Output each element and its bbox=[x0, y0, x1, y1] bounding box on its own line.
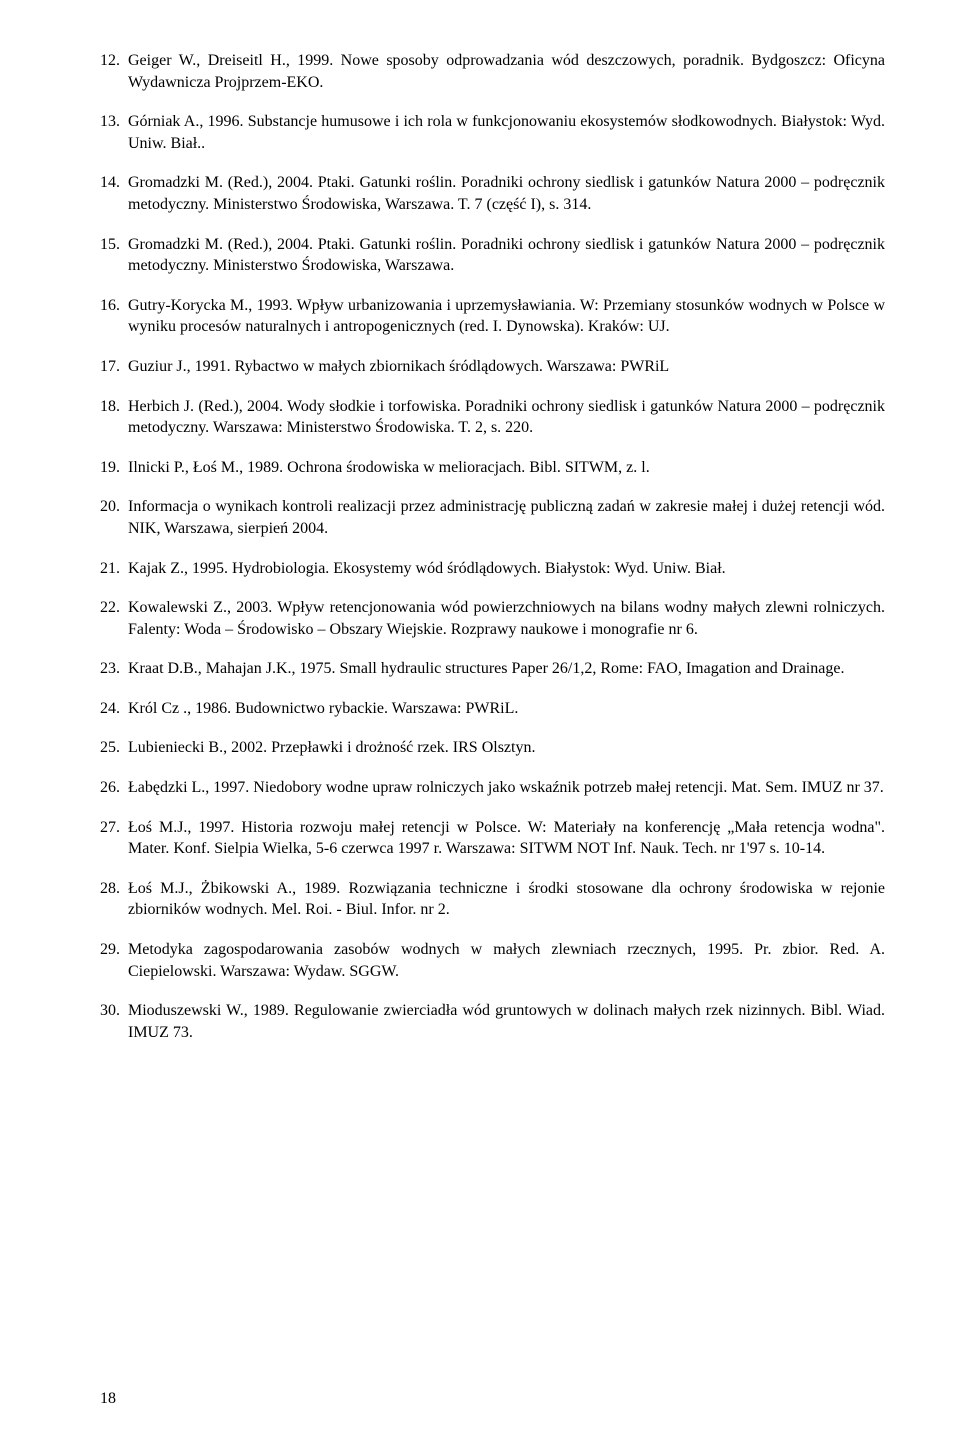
reference-item: Informacja o wynikach kontroli realizacj… bbox=[100, 496, 885, 539]
reference-item: Kraat D.B., Mahajan J.K., 1975. Small hy… bbox=[100, 658, 885, 680]
reference-item: Kowalewski Z., 2003. Wpływ retencjonowan… bbox=[100, 597, 885, 640]
reference-item: Gutry-Korycka M., 1993. Wpływ urbanizowa… bbox=[100, 295, 885, 338]
reference-list: Geiger W., Dreiseitl H., 1999. Nowe spos… bbox=[100, 50, 885, 1043]
reference-item: Król Cz ., 1986. Budownictwo rybackie. W… bbox=[100, 698, 885, 720]
reference-item: Mioduszewski W., 1989. Regulowanie zwier… bbox=[100, 1000, 885, 1043]
reference-item: Łoś M.J., 1997. Historia rozwoju małej r… bbox=[100, 817, 885, 860]
reference-item: Lubieniecki B., 2002. Przepławki i drożn… bbox=[100, 737, 885, 759]
reference-item: Łoś M.J., Żbikowski A., 1989. Rozwiązani… bbox=[100, 878, 885, 921]
page-number: 18 bbox=[100, 1388, 116, 1410]
reference-item: Górniak A., 1996. Substancje humusowe i … bbox=[100, 111, 885, 154]
reference-item: Herbich J. (Red.), 2004. Wody słodkie i … bbox=[100, 396, 885, 439]
reference-item: Guziur J., 1991. Rybactwo w małych zbior… bbox=[100, 356, 885, 378]
reference-item: Geiger W., Dreiseitl H., 1999. Nowe spos… bbox=[100, 50, 885, 93]
reference-item: Łabędzki L., 1997. Niedobory wodne upraw… bbox=[100, 777, 885, 799]
reference-item: Metodyka zagospodarowania zasobów wodnyc… bbox=[100, 939, 885, 982]
reference-item: Kajak Z., 1995. Hydrobiologia. Ekosystem… bbox=[100, 558, 885, 580]
reference-item: Ilnicki P., Łoś M., 1989. Ochrona środow… bbox=[100, 457, 885, 479]
reference-item: Gromadzki M. (Red.), 2004. Ptaki. Gatunk… bbox=[100, 172, 885, 215]
reference-item: Gromadzki M. (Red.), 2004. Ptaki. Gatunk… bbox=[100, 234, 885, 277]
